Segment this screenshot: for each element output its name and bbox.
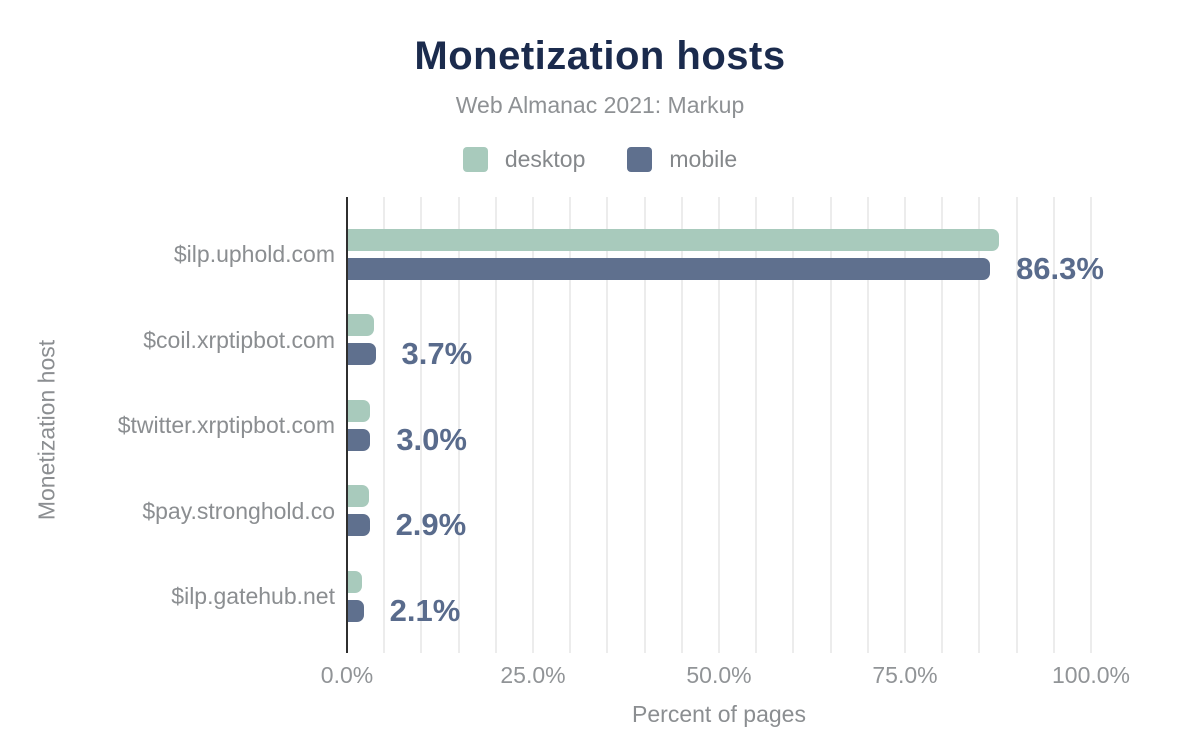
gridline bbox=[718, 197, 720, 653]
gridline bbox=[457, 197, 460, 653]
category-label: $coil.xrptipbot.com bbox=[143, 326, 335, 353]
gridline bbox=[494, 197, 497, 653]
value-label: 3.7% bbox=[401, 336, 473, 371]
x-tick-label: 50.0% bbox=[686, 662, 752, 688]
gridline bbox=[532, 197, 534, 653]
mobile-bar[interactable] bbox=[348, 428, 371, 451]
category-label: $ilp.gatehub.net bbox=[171, 583, 335, 609]
desktop-bar[interactable] bbox=[348, 570, 363, 593]
legend-label-desktop: desktop bbox=[504, 145, 586, 172]
gridline bbox=[1090, 197, 1092, 653]
desktop-bar[interactable] bbox=[348, 228, 999, 251]
x-tick-label: 75.0% bbox=[872, 662, 938, 688]
gridline bbox=[680, 197, 683, 653]
value-label: 2.9% bbox=[395, 507, 467, 542]
category-label: $twitter.xrptipbot.com bbox=[117, 412, 335, 438]
desktop-bar[interactable] bbox=[348, 399, 371, 422]
gridline bbox=[606, 197, 609, 653]
value-label: 3.0% bbox=[396, 421, 467, 457]
x-tick-label: 0.0% bbox=[320, 662, 374, 688]
gridline bbox=[1052, 197, 1055, 653]
gridline bbox=[866, 197, 869, 653]
chart-subtitle: Web Almanac 2021: Markup bbox=[455, 92, 745, 118]
gridline bbox=[420, 197, 423, 653]
legend-item-mobile: mobile bbox=[627, 146, 737, 173]
gridline bbox=[569, 197, 572, 653]
chart-title: Monetization hosts bbox=[414, 34, 786, 78]
gridline bbox=[792, 197, 795, 653]
mobile-bar[interactable] bbox=[348, 514, 370, 536]
x-tick-label: 25.0% bbox=[500, 662, 566, 688]
gridline bbox=[383, 197, 386, 653]
value-label: 2.1% bbox=[389, 592, 461, 628]
gridline bbox=[755, 197, 758, 653]
mobile-bar[interactable] bbox=[348, 343, 376, 365]
legend-label-mobile: mobile bbox=[669, 145, 738, 172]
desktop-swatch bbox=[462, 146, 488, 172]
x-axis-title: Percent of pages bbox=[632, 701, 806, 727]
category-label: $pay.stronghold.co bbox=[142, 497, 335, 524]
gridline bbox=[643, 197, 646, 653]
category-label: $ilp.uphold.com bbox=[173, 241, 335, 267]
y-axis-line bbox=[346, 197, 348, 653]
legend: desktop mobile bbox=[0, 144, 1200, 174]
mobile-swatch bbox=[627, 146, 653, 172]
gridline bbox=[829, 197, 832, 653]
mobile-bar[interactable] bbox=[348, 599, 364, 622]
legend-item-desktop: desktop bbox=[462, 145, 586, 173]
gridline bbox=[1015, 197, 1018, 653]
gridline bbox=[904, 197, 906, 653]
x-tick-label: 100.0% bbox=[1051, 662, 1130, 688]
value-label: 86.3% bbox=[1016, 250, 1104, 286]
mobile-bar[interactable] bbox=[348, 257, 991, 280]
gridline bbox=[978, 197, 981, 653]
gridline bbox=[941, 197, 944, 653]
desktop-bar[interactable] bbox=[348, 485, 369, 507]
desktop-bar[interactable] bbox=[348, 314, 375, 336]
